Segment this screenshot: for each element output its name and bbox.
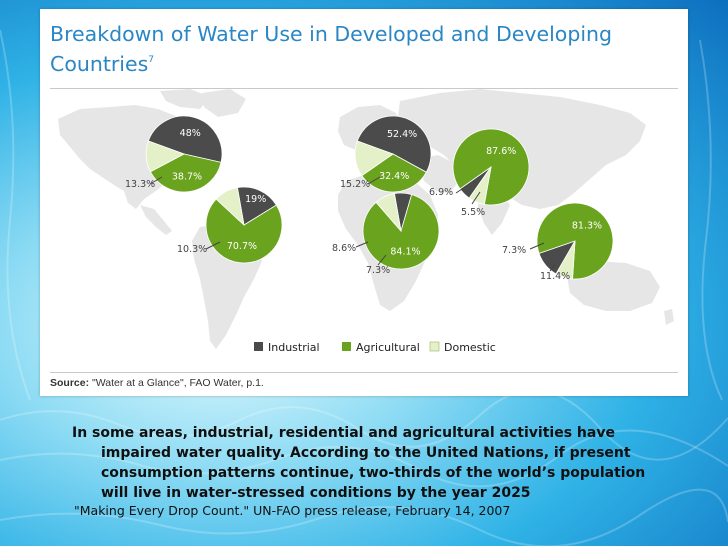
water-use-chart: 48% 38.7% 13.3% 19% 70.7% 10.3% 52.4% 32.4% 15.2… — [58, 89, 674, 354]
pie-label-agricultural: 84.1% — [390, 246, 420, 257]
source-note: Source: "Water at a Glance", FAO Water, … — [50, 377, 264, 389]
pie-label-domestic: 13.3% — [125, 179, 155, 190]
legend-swatch-domestic — [429, 341, 440, 352]
leader-line — [355, 241, 369, 248]
legend-swatch-industrial — [254, 342, 263, 351]
pie-slice-agricultural — [361, 153, 427, 193]
pie-slice-industrial — [147, 115, 223, 163]
pie-label-industrial: 52.4% — [387, 129, 417, 140]
pie-label-industrial: 11.4% — [540, 271, 570, 282]
pie-label-industrial: 19% — [245, 194, 266, 205]
footnote-marker: 7 — [148, 55, 155, 65]
pie-label-industrial: 5.5% — [461, 207, 485, 218]
legend-label-domestic: Domestic — [444, 341, 496, 354]
pie-label-agricultural: 70.7% — [227, 241, 257, 252]
chart-legend: Industrial Agricultural Domestic — [254, 341, 496, 354]
legend-swatch-agricultural — [342, 342, 351, 351]
leader-line — [529, 242, 545, 250]
title-divider — [50, 88, 678, 89]
pie-label-domestic: 6.9% — [429, 187, 453, 198]
legend-label-industrial: Industrial — [268, 341, 320, 354]
pie-label-domestic: 7.3% — [502, 245, 526, 256]
pie-slice-domestic — [145, 140, 185, 173]
legend-label-agricultural: Agricultural — [356, 341, 420, 354]
pie-slice-domestic — [468, 166, 492, 205]
pie-slice-agricultural — [205, 198, 283, 264]
leader-line — [149, 176, 163, 185]
press-release-citation: "Making Every Drop Count." UN-FAO press … — [74, 503, 511, 518]
pie-label-agricultural: 38.7% — [172, 172, 202, 183]
pie-slice-domestic — [375, 193, 402, 233]
body-line: impaired water quality. According to the… — [101, 445, 631, 461]
pie-slice-domestic — [215, 187, 245, 227]
pie-label-industrial: 7.3% — [366, 265, 390, 276]
pie-label-industrial: 48% — [180, 128, 201, 139]
pie-label-domestic: 10.3% — [177, 244, 207, 255]
pie-slice-agricultural — [362, 194, 440, 270]
body-line: consumption patterns continue, two-third… — [101, 465, 646, 481]
body-line: In some areas, industrial, residential a… — [72, 425, 615, 441]
pie-slice-agricultural — [149, 153, 222, 193]
slide-title: Breakdown of Water Use in Developed and … — [50, 22, 613, 76]
slide-card: Breakdown of Water Use in Developed and … — [40, 9, 688, 396]
leader-line — [205, 241, 221, 250]
pie-label-agricultural: 81.3% — [572, 220, 602, 231]
pie-slice-domestic — [555, 240, 576, 280]
pie-slice-industrial — [236, 186, 277, 226]
leader-line — [471, 191, 481, 205]
source-divider — [50, 372, 678, 373]
body-text: In some areas, industrial, residential a… — [72, 423, 672, 503]
pie-slice-domestic — [354, 140, 394, 177]
pie-label-agricultural: 32.4% — [379, 171, 409, 182]
leader-line — [455, 184, 469, 194]
leader-line — [367, 176, 381, 185]
pie-label-domestic: 15.2% — [340, 179, 370, 190]
body-line: will live in water-stressed conditions b… — [101, 485, 531, 501]
pie-label-domestic: 8.6% — [332, 243, 356, 254]
leader-line — [377, 254, 387, 266]
pie-slice-industrial — [356, 115, 432, 173]
leader-line — [549, 262, 557, 272]
pie-label-agricultural: 87.6% — [486, 146, 516, 157]
